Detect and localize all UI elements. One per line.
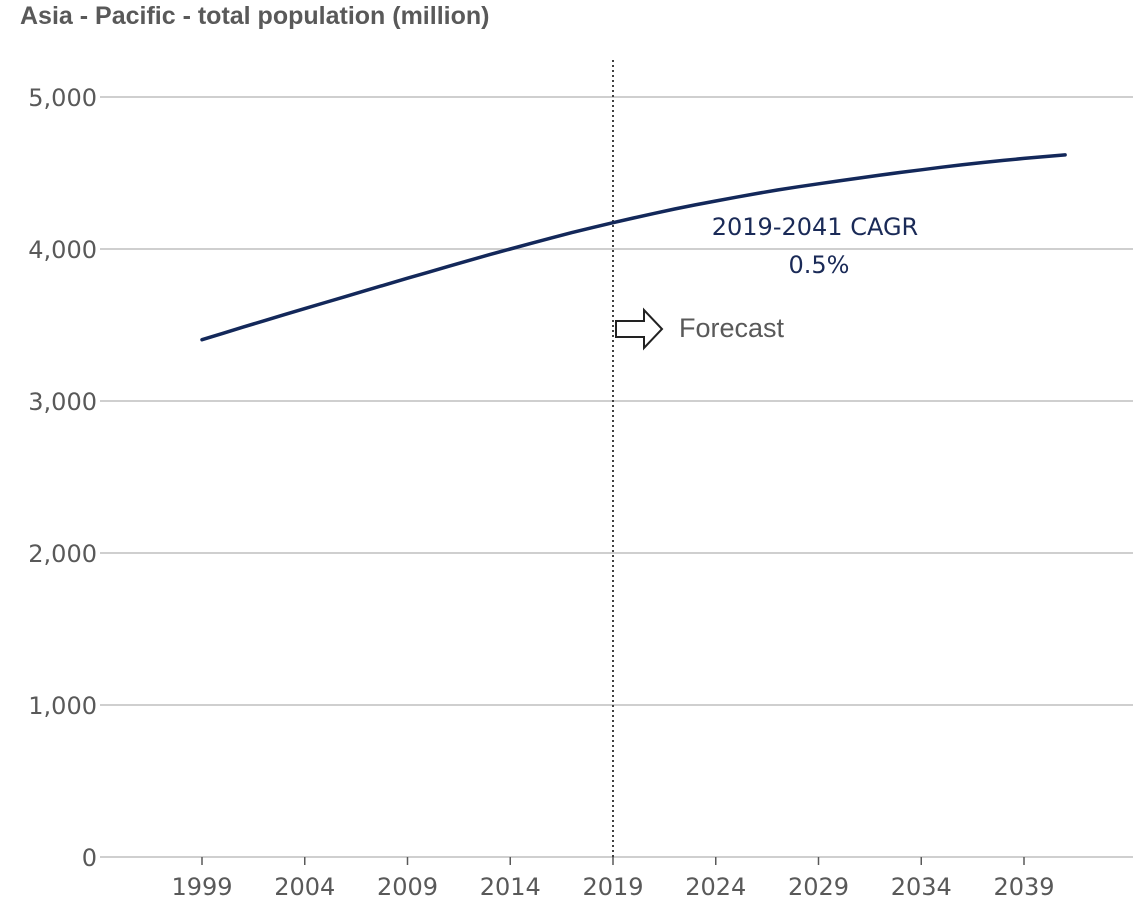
chart-title: Asia - Pacific - total population (milli… bbox=[20, 2, 490, 30]
x-tick-label: 2004 bbox=[274, 873, 335, 901]
forecast-label: Forecast bbox=[679, 313, 785, 343]
y-tick-label: 3,000 bbox=[28, 388, 97, 416]
x-tick-label: 2039 bbox=[993, 873, 1054, 901]
y-tick-label: 2,000 bbox=[28, 540, 97, 568]
cagr-annotation-value: 0.5% bbox=[789, 251, 850, 279]
forecast-arrow-icon bbox=[615, 307, 664, 351]
y-axis: 0 1,000 2,000 3,000 4,000 5,000 bbox=[28, 84, 97, 872]
x-tick-label: 2019 bbox=[582, 873, 643, 901]
x-tick-label: 2024 bbox=[685, 873, 746, 901]
y-tick-label: 5,000 bbox=[28, 84, 97, 112]
gridlines bbox=[100, 96, 1133, 706]
cagr-annotation-title: 2019-2041 CAGR bbox=[712, 213, 918, 241]
series-line bbox=[200, 153, 1067, 342]
x-tick-label: 1999 bbox=[171, 873, 232, 901]
y-tick-label: 1,000 bbox=[28, 692, 97, 720]
x-tick-label: 2029 bbox=[788, 873, 849, 901]
x-tick-label: 2009 bbox=[377, 873, 438, 901]
y-tick-label: 0 bbox=[82, 844, 97, 872]
x-tick-label: 2034 bbox=[891, 873, 952, 901]
x-tick-label: 2014 bbox=[480, 873, 541, 901]
x-axis: 1999 2004 2009 2014 2019 2024 2029 2034 2039 bbox=[100, 856, 1133, 901]
y-tick-label: 4,000 bbox=[28, 236, 97, 264]
